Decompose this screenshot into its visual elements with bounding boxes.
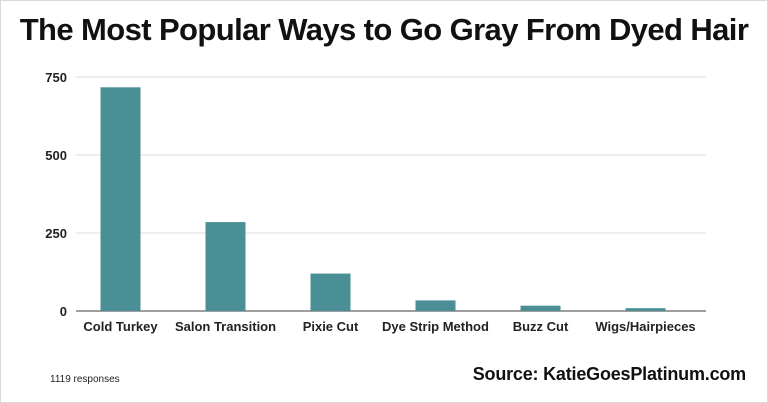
- gridlines: [76, 76, 706, 312]
- x-tick-label: Wigs/Hairpieces: [595, 319, 695, 334]
- x-tick-label: Cold Turkey: [83, 319, 158, 334]
- bars: [100, 87, 666, 312]
- bar: [520, 305, 561, 311]
- y-tick-label: 750: [45, 70, 67, 85]
- bar: [100, 87, 141, 312]
- bar: [415, 300, 456, 311]
- y-tick-label: 500: [45, 148, 67, 163]
- bar: [310, 273, 351, 311]
- response-count: 1119 responses: [50, 374, 120, 385]
- y-tick-label: 250: [45, 226, 67, 241]
- x-tick-label: Dye Strip Method: [382, 319, 489, 334]
- source-credit: Source: KatieGoesPlatinum.com: [472, 364, 746, 384]
- y-tick-label: 0: [60, 304, 67, 319]
- x-tick-label: Salon Transition: [175, 319, 276, 334]
- bar: [625, 308, 666, 311]
- y-axis-ticks: 0 250 500 750: [45, 70, 67, 319]
- bar: [205, 222, 246, 311]
- x-tick-label: Pixie Cut: [303, 319, 359, 334]
- x-tick-label: Buzz Cut: [513, 319, 569, 334]
- x-axis-labels: Cold Turkey Salon Transition Pixie Cut Dye …: [83, 319, 695, 334]
- chart-title: The Most Popular Ways to Go Gray From Dy…: [19, 12, 749, 47]
